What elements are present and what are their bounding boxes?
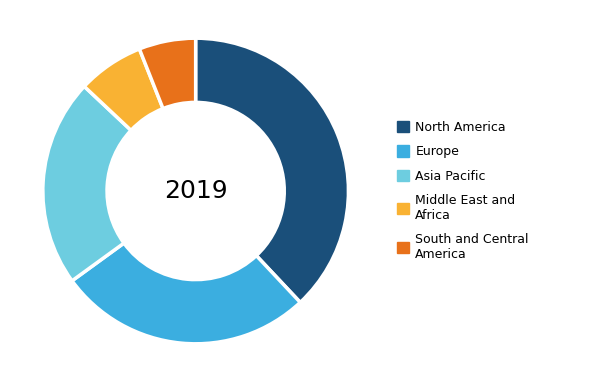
Wedge shape xyxy=(84,49,163,130)
Wedge shape xyxy=(72,243,300,344)
Legend: North America, Europe, Asia Pacific, Middle East and
Africa, South and Central
A: North America, Europe, Asia Pacific, Mid… xyxy=(393,117,533,265)
Wedge shape xyxy=(196,38,349,303)
Wedge shape xyxy=(43,86,131,281)
Wedge shape xyxy=(140,38,196,108)
Text: 2019: 2019 xyxy=(164,179,228,203)
